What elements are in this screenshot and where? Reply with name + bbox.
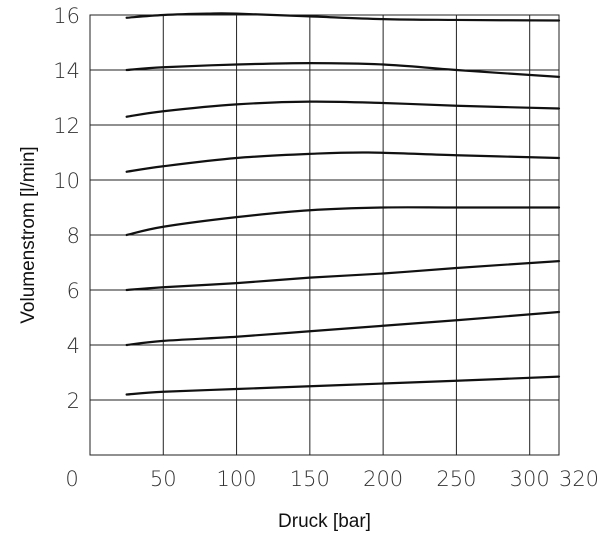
y-tick-label: 8 — [67, 224, 80, 248]
series-line-1 — [125, 375, 561, 396]
grid-lines — [90, 15, 559, 455]
series-line-2 — [125, 310, 561, 347]
y-axis-label: Volumenstrom [l/min] — [18, 146, 39, 323]
x-tick-label: 320 — [559, 467, 599, 491]
series-line-7 — [125, 62, 561, 78]
y-tick-label: 16 — [53, 4, 80, 28]
x-tick-label: 300 — [510, 467, 550, 491]
x-tick-label: 50 — [150, 467, 177, 491]
x-tick-label: 100 — [217, 467, 257, 491]
x-tick-label: 250 — [436, 467, 476, 491]
y-tick-label: 10 — [53, 169, 80, 193]
series-line-3 — [125, 260, 561, 292]
series-line-6 — [125, 100, 561, 118]
x-tick-label: 200 — [363, 467, 403, 491]
x-tick-label: 150 — [290, 467, 330, 491]
series-line-5 — [125, 151, 561, 173]
series-layer — [125, 12, 561, 396]
y-tick-label: 4 — [67, 334, 80, 358]
x-tick-label: 0 — [65, 467, 78, 491]
y-tick-label: 6 — [67, 279, 80, 303]
plot-frame — [89, 14, 560, 456]
y-tick-label: 14 — [53, 59, 80, 83]
x-tick-labels: 0 50 100 150 200 250 300 320 — [65, 467, 599, 491]
series-line-4 — [125, 206, 561, 237]
y-tick-label: 12 — [53, 114, 80, 138]
series-line-8 — [125, 12, 561, 22]
y-tick-labels: 2 4 6 8 10 12 14 16 — [53, 4, 80, 413]
y-tick-label: 2 — [67, 389, 80, 413]
x-axis-label: Druck [bar] — [278, 511, 371, 532]
